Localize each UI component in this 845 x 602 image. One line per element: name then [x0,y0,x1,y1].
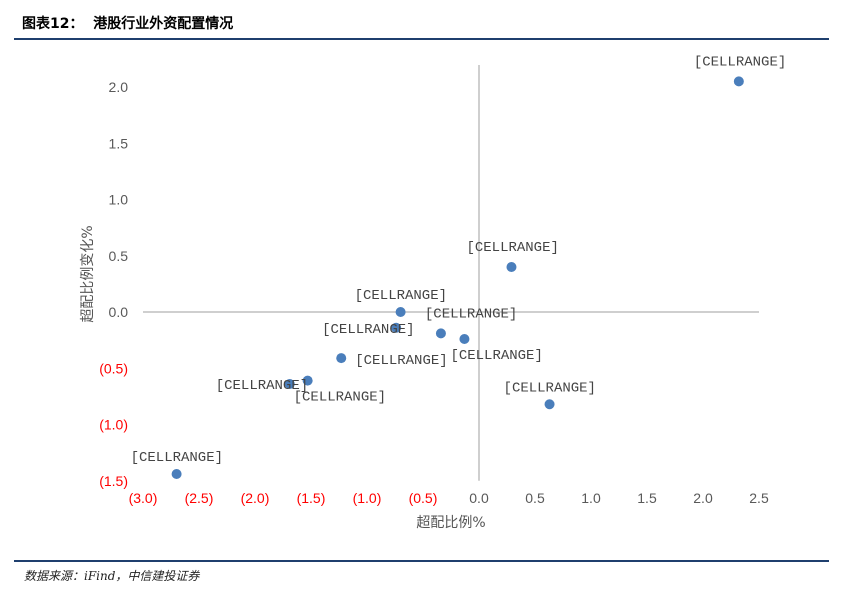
data-point-label: [CELLRANGE] [131,450,223,466]
data-point [544,399,555,410]
y-tick-label: 0.5 [109,248,129,264]
y-axis-title: 超配比例变化% [80,225,96,322]
data-point [733,76,744,87]
data-point [391,322,402,333]
data-point-label: [CELLRANGE] [450,348,542,364]
data-point-label: [CELLRANGE] [322,322,414,338]
x-tick-label: 1.5 [637,490,657,506]
data-point-label: [CELLRANGE] [294,390,386,406]
x-axis-title: 超配比例% [416,515,485,531]
data-point-label: [CELLRANGE] [216,378,308,394]
x-tick-label: (2.0) [241,490,270,506]
data-point [435,328,446,339]
x-tick-label: (1.5) [297,490,326,506]
data-point [336,353,347,364]
y-tick-label: (1.5) [99,473,128,489]
data-point [506,262,517,272]
y-tick-label: 1.0 [109,192,129,208]
x-tick-label: 0.5 [525,490,545,506]
data-point-label: [CELLRANGE] [466,240,558,256]
x-tick-label: 2.0 [693,490,713,506]
source-note: 数据来源：iFind，中信建投证券 [24,569,200,583]
bottom-rule [14,560,829,562]
x-tick-label: 2.5 [749,490,769,506]
x-tick-label: 1.0 [581,490,601,506]
data-point-label: [CELLRANGE] [355,353,447,369]
chart-ticks: (3.0) (2.5) (2.0) (1.5) (1.0) (0.5) 0.0 0.5 1.0 1… [99,79,769,506]
data-point [459,334,470,344]
data-point [302,375,313,386]
x-tick-label: (3.0) [129,490,158,506]
y-tick-label: (0.5) [99,360,128,376]
y-tick-label: 1.5 [109,135,129,151]
x-tick-label: (0.5) [409,490,438,506]
y-tick-label: 0.0 [109,304,129,320]
data-point-label: [CELLRANGE] [425,306,517,322]
data-point [395,307,406,317]
y-tick-label: (1.0) [99,417,128,433]
figure-title: 图表12： 港股行业外资配置情况 [22,16,234,32]
data-point-label: [CELLRANGE] [504,380,596,396]
y-tick-label: 2.0 [109,79,129,95]
x-tick-label: 0.0 [469,490,489,506]
data-point-label: [CELLRANGE] [355,288,447,304]
data-point-label: [CELLRANGE] [694,54,786,70]
data-point [171,469,182,479]
chart-point-labels: [CELLRANGE][CELLRANGE][CELLRANGE][CELLRA… [131,54,787,466]
data-point [284,379,295,389]
x-tick-label: (2.5) [185,490,214,506]
top-rule [14,38,829,40]
chart-axes [143,65,759,481]
x-tick-label: (1.0) [353,490,382,506]
chart-points [171,76,744,479]
